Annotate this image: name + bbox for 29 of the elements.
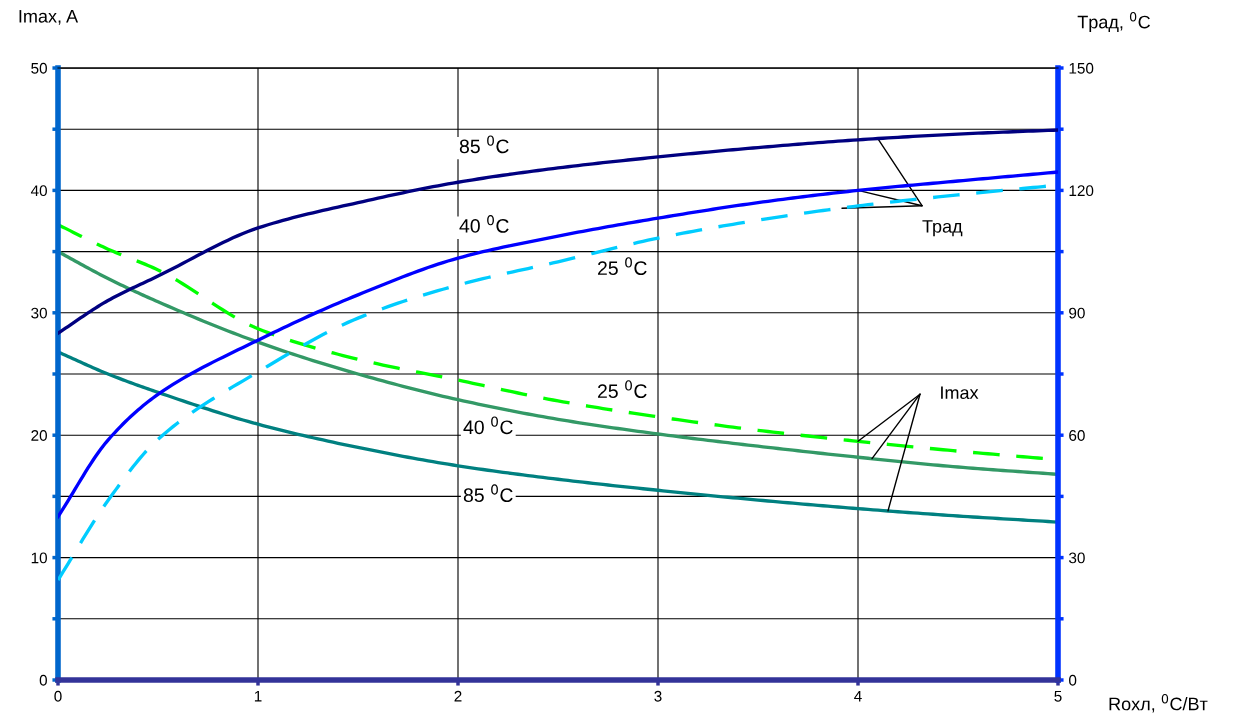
annotation: 40 $^{0}$C [459,215,509,233]
y-tick-label: 50 [31,62,47,74]
y-tick-label: 30 [31,307,47,319]
annotation: Imax [941,386,979,400]
y2-axis-title: Трад, $^{0}$C [1077,11,1150,33]
y2-tick-label: 150 [1069,62,1094,74]
x-tick-label: 1 [254,690,262,702]
annotation: Трад [922,220,963,237]
annotation: 40 $^{0}$C [463,416,513,435]
x-axis-title: Rохл, $^{0}$C/Вт [1109,693,1208,713]
annotation: 25 $^{0}$C [597,380,647,399]
y2-tick-label: 30 [1069,552,1085,564]
y-axis-title: Imax, A [19,10,79,25]
x-tick-label: 2 [454,690,462,702]
x-tick-label: 3 [654,690,662,702]
y2-tick-label: 0 [1069,674,1077,686]
y2-tick-label: 120 [1069,185,1094,197]
annotation: 85 $^{0}$C [463,484,513,503]
x-tick-label: 4 [854,690,862,702]
y-tick-label: 10 [31,552,47,564]
x-tick-label: 0 [54,690,62,702]
y-tick-label: 0 [39,674,47,686]
y-tick-label: 40 [30,185,47,197]
annotation: 25 $^{0}$C [597,257,647,276]
x-tick-label: 5 [1054,690,1062,702]
y-tick-label: 20 [31,430,47,441]
annotation: 85 $^{0}$C [459,135,509,154]
y2-tick-label: 90 [1069,307,1085,319]
y2-tick-label: 60 [1069,430,1085,441]
